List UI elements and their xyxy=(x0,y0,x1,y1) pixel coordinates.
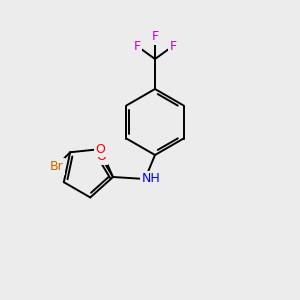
Text: O: O xyxy=(96,142,106,156)
Text: F: F xyxy=(134,40,141,52)
Text: NH: NH xyxy=(142,172,160,185)
Text: Br: Br xyxy=(49,160,63,173)
Text: F: F xyxy=(152,31,159,44)
Text: F: F xyxy=(169,40,177,52)
Text: O: O xyxy=(96,151,106,164)
